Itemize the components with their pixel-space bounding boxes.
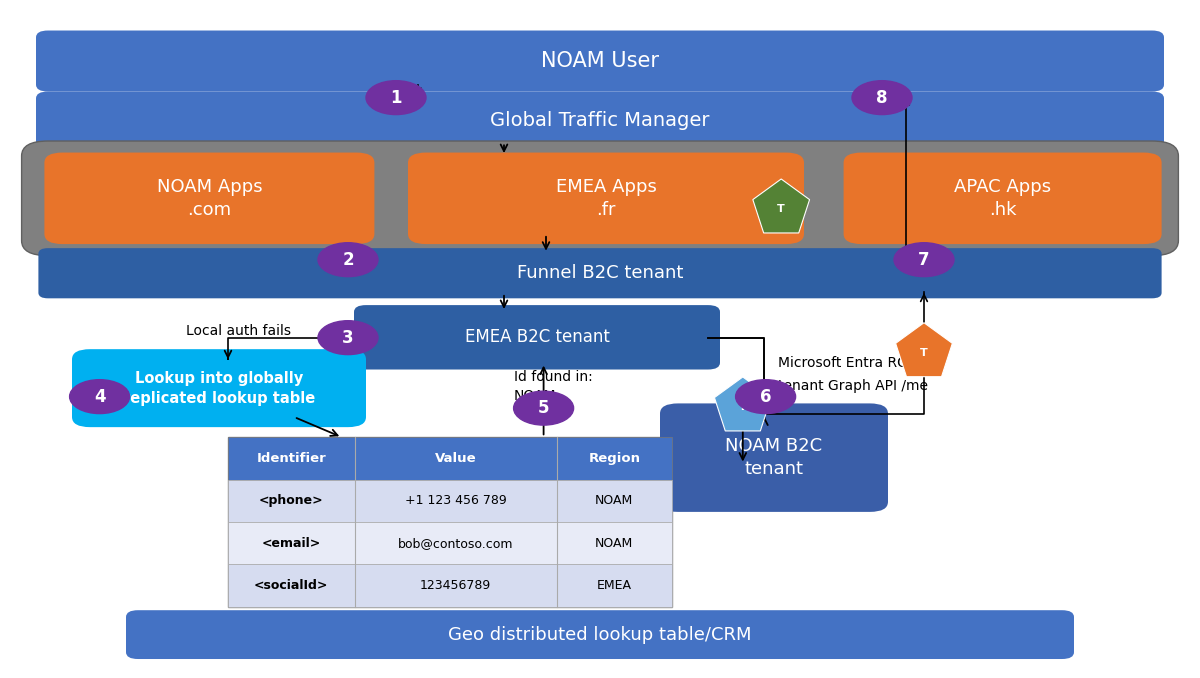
Polygon shape — [714, 377, 772, 431]
Text: 3: 3 — [342, 329, 354, 346]
Text: Lookup into globally
replicated lookup table: Lookup into globally replicated lookup t… — [122, 371, 316, 405]
FancyBboxPatch shape — [72, 349, 366, 427]
Text: Geo distributed lookup table/CRM: Geo distributed lookup table/CRM — [449, 626, 751, 643]
Text: NOAM B2C
tenant: NOAM B2C tenant — [726, 437, 822, 479]
Text: <email>: <email> — [262, 537, 320, 550]
Text: T: T — [778, 204, 785, 214]
Bar — [228, 480, 672, 522]
FancyBboxPatch shape — [36, 92, 1164, 149]
Text: NOAM: NOAM — [595, 537, 634, 550]
Text: Id found in:
NOAM: Id found in: NOAM — [514, 370, 593, 403]
Text: 6: 6 — [760, 388, 772, 405]
Text: EMEA Apps
.fr: EMEA Apps .fr — [556, 178, 656, 219]
Text: EMEA B2C tenant: EMEA B2C tenant — [464, 328, 610, 346]
Bar — [228, 437, 672, 607]
Text: 2: 2 — [342, 251, 354, 268]
FancyBboxPatch shape — [660, 403, 888, 512]
Text: 8: 8 — [876, 89, 888, 106]
Text: Global Traffic Manager: Global Traffic Manager — [491, 111, 709, 130]
Bar — [228, 564, 672, 607]
Circle shape — [318, 243, 378, 277]
FancyBboxPatch shape — [44, 153, 374, 244]
Text: 1: 1 — [390, 89, 402, 106]
Text: 7: 7 — [918, 251, 930, 268]
Text: Funnel B2C tenant: Funnel B2C tenant — [517, 264, 683, 282]
Text: NOAM: NOAM — [595, 494, 634, 507]
Circle shape — [318, 321, 378, 355]
Text: Local auth fails: Local auth fails — [186, 324, 292, 338]
FancyBboxPatch shape — [38, 248, 1162, 298]
Text: <socialId>: <socialId> — [254, 579, 329, 592]
Circle shape — [894, 243, 954, 277]
FancyBboxPatch shape — [126, 610, 1074, 659]
Circle shape — [514, 391, 574, 425]
Circle shape — [70, 380, 130, 414]
Text: Value: Value — [434, 452, 476, 465]
Circle shape — [852, 81, 912, 115]
Bar — [228, 522, 672, 564]
Text: +1 123 456 789: +1 123 456 789 — [404, 494, 506, 507]
FancyBboxPatch shape — [22, 141, 1178, 256]
Text: 5: 5 — [538, 399, 550, 417]
FancyBboxPatch shape — [36, 31, 1164, 92]
Text: T: T — [920, 348, 928, 357]
Circle shape — [736, 380, 796, 414]
Polygon shape — [895, 323, 953, 377]
Text: <phone>: <phone> — [259, 494, 324, 507]
Text: bob@contoso.com: bob@contoso.com — [398, 537, 514, 550]
Text: Identifier: Identifier — [257, 452, 326, 465]
Text: 123456789: 123456789 — [420, 579, 491, 592]
FancyBboxPatch shape — [408, 153, 804, 244]
FancyBboxPatch shape — [844, 153, 1162, 244]
Text: tenant Graph API /me: tenant Graph API /me — [778, 380, 928, 393]
Text: APAC Apps
.hk: APAC Apps .hk — [954, 178, 1051, 219]
Text: NOAM Apps
.com: NOAM Apps .com — [156, 178, 263, 219]
Circle shape — [366, 81, 426, 115]
Text: T: T — [739, 402, 746, 412]
Bar — [228, 437, 672, 480]
Text: Region: Region — [588, 452, 641, 465]
FancyBboxPatch shape — [354, 305, 720, 370]
Text: Microsoft Entra ROPC to: Microsoft Entra ROPC to — [778, 356, 948, 370]
Text: 4: 4 — [94, 388, 106, 405]
Text: EMEA: EMEA — [596, 579, 631, 592]
Polygon shape — [752, 179, 810, 233]
Text: NOAM User: NOAM User — [541, 51, 659, 71]
